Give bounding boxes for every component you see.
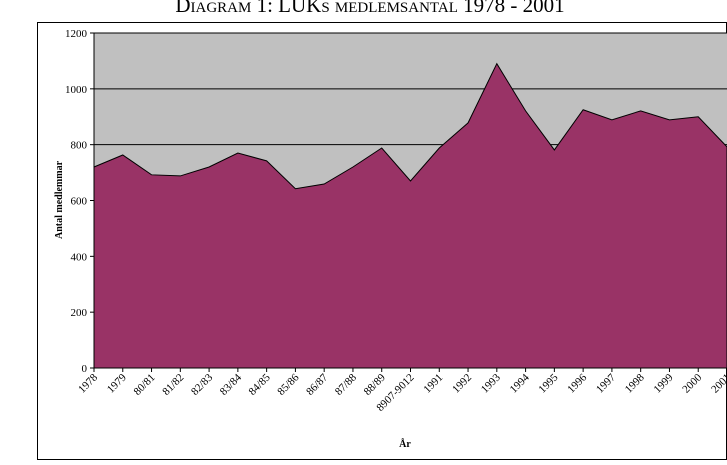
y-tick-label: 0 xyxy=(82,363,88,375)
x-axis-title: År xyxy=(399,438,411,450)
y-tick-label: 1200 xyxy=(65,28,88,40)
y-tick-label: 800 xyxy=(71,140,88,152)
chart-title: Diagram 1: LUKs medlemsantal 1978 - 2001 xyxy=(175,0,564,17)
y-tick-label: 200 xyxy=(71,307,88,319)
y-tick-label: 600 xyxy=(71,196,88,208)
y-tick-label: 1000 xyxy=(65,84,88,96)
area xyxy=(93,62,727,369)
y-axis-title: Antal medlemmar xyxy=(54,160,65,239)
y-tick-label: 400 xyxy=(71,251,88,263)
